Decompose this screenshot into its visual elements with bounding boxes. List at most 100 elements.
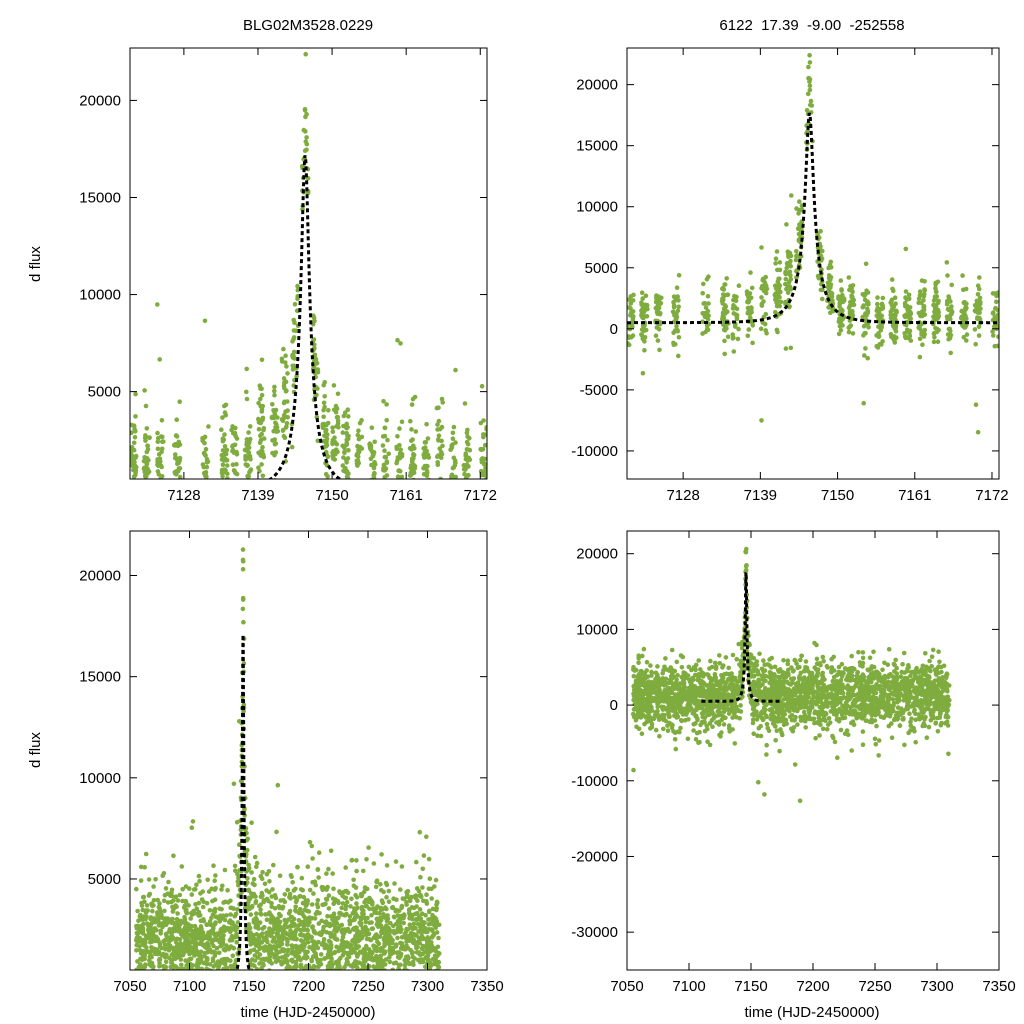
data-point — [363, 919, 369, 925]
data-point — [278, 898, 284, 903]
data-point — [435, 422, 440, 427]
data-point — [310, 856, 315, 861]
data-point — [146, 877, 152, 882]
data-point — [258, 912, 264, 917]
data-point — [158, 434, 164, 439]
data-point — [307, 920, 312, 925]
data-point — [166, 945, 172, 951]
data-point — [807, 87, 813, 93]
data-point — [935, 339, 941, 345]
data-point — [408, 915, 413, 920]
data-point — [330, 962, 336, 967]
data-point — [749, 285, 755, 291]
data-point — [214, 946, 220, 951]
data-point — [889, 277, 895, 282]
data-point — [365, 915, 370, 921]
data-point — [337, 890, 343, 896]
data-point — [262, 881, 268, 887]
data-point — [424, 892, 429, 897]
data-point — [156, 904, 162, 910]
data-point — [733, 312, 739, 318]
data-point — [797, 798, 803, 804]
data-point — [284, 919, 289, 925]
data-point — [271, 415, 277, 421]
data-point — [301, 927, 307, 932]
data-point — [414, 950, 420, 955]
data-point — [462, 471, 467, 477]
axis-ticks: 7050 7100 7150 7200 7250 7300 7350500010000150… — [79, 531, 504, 995]
data-point — [285, 887, 291, 893]
data-point — [148, 936, 153, 942]
data-point — [139, 900, 144, 906]
data-point — [366, 964, 372, 969]
data-point — [316, 964, 321, 969]
data-point — [319, 942, 325, 947]
data-point — [371, 450, 377, 455]
data-point — [330, 871, 336, 876]
data-point — [846, 275, 852, 280]
data-point — [450, 430, 456, 436]
data-point — [243, 462, 249, 467]
data-point — [362, 951, 367, 956]
data-point — [200, 889, 205, 894]
data-point — [188, 956, 194, 962]
data-point — [285, 408, 290, 413]
data-point — [251, 917, 257, 922]
data-point — [192, 953, 197, 958]
data-point — [392, 881, 397, 886]
data-point — [404, 902, 409, 907]
data-point — [199, 897, 205, 902]
data-point — [409, 951, 415, 956]
data-point — [773, 256, 779, 262]
data-point — [369, 425, 375, 431]
data-point — [378, 966, 383, 970]
data-point — [761, 276, 766, 282]
data-point — [140, 954, 146, 960]
data-point — [334, 920, 340, 926]
data-point — [748, 270, 753, 275]
data-point — [259, 409, 265, 414]
data-point — [427, 965, 433, 970]
data-point — [384, 473, 390, 478]
data-point — [151, 898, 157, 903]
data-point — [140, 967, 146, 970]
data-point — [364, 857, 369, 862]
data-point — [169, 899, 174, 905]
data-point — [344, 959, 350, 965]
data-point — [257, 945, 262, 951]
data-point — [370, 453, 376, 459]
data-point — [409, 894, 414, 900]
data-point — [301, 914, 307, 919]
data-point — [399, 474, 405, 479]
data-point — [380, 900, 386, 906]
data-point — [861, 323, 867, 329]
data-point — [241, 702, 247, 707]
xlabel-bottom-left: time (HJD-2450000) — [240, 1004, 375, 1021]
data-point — [374, 878, 380, 883]
data-point — [425, 463, 430, 469]
data-point — [639, 327, 645, 332]
data-point — [247, 925, 253, 931]
data-point — [207, 962, 213, 967]
data-point — [436, 935, 441, 941]
data-point — [386, 451, 392, 457]
data-point — [183, 939, 188, 945]
data-point — [862, 297, 868, 303]
data-point — [296, 923, 302, 928]
data-point — [407, 961, 412, 966]
xlabel-bottom-right: time (HJD-2450000) — [744, 1004, 879, 1021]
data-point — [180, 898, 185, 904]
data-point — [281, 935, 287, 940]
data-point — [387, 959, 393, 965]
data-point — [362, 885, 368, 890]
data-point — [149, 945, 154, 950]
data-point — [384, 417, 390, 423]
data-point — [288, 873, 294, 878]
data-point — [219, 427, 224, 433]
data-point — [309, 958, 315, 964]
data-point — [404, 933, 410, 939]
data-point — [949, 304, 954, 309]
data-point — [398, 447, 404, 453]
data-point — [254, 949, 260, 955]
data-point — [295, 287, 301, 293]
